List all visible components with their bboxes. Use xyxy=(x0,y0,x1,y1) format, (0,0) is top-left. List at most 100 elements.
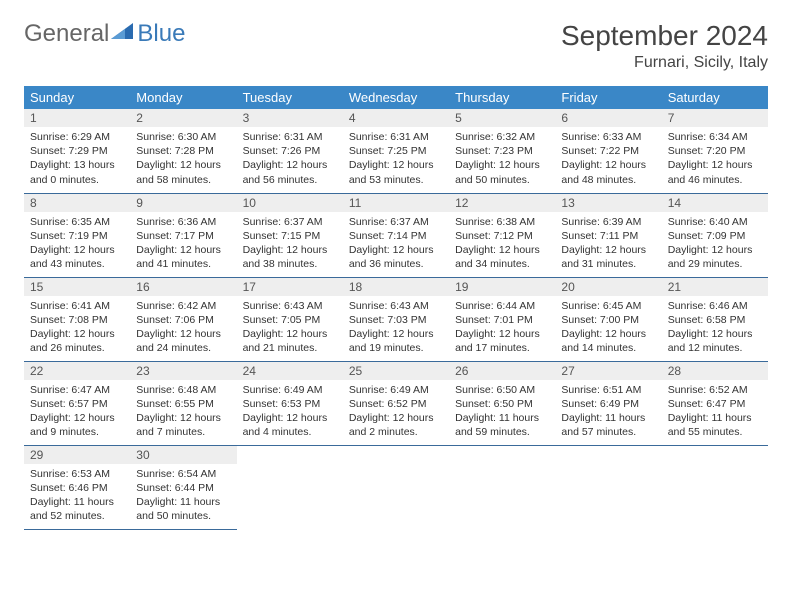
daylight-text: Daylight: 12 hours and 41 minutes. xyxy=(136,243,230,271)
sunrise-text: Sunrise: 6:49 AM xyxy=(243,383,337,397)
sunrise-text: Sunrise: 6:38 AM xyxy=(455,215,549,229)
daylight-text: Daylight: 12 hours and 46 minutes. xyxy=(668,158,762,186)
sunrise-text: Sunrise: 6:31 AM xyxy=(349,130,443,144)
day-content: Sunrise: 6:47 AMSunset: 6:57 PMDaylight:… xyxy=(24,380,130,444)
day-number: 21 xyxy=(662,278,768,296)
daylight-text: Daylight: 12 hours and 26 minutes. xyxy=(30,327,124,355)
daylight-text: Daylight: 12 hours and 24 minutes. xyxy=(136,327,230,355)
daylight-text: Daylight: 12 hours and 50 minutes. xyxy=(455,158,549,186)
calendar-cell: 18Sunrise: 6:43 AMSunset: 7:03 PMDayligh… xyxy=(343,277,449,361)
weekday-header: Saturday xyxy=(662,86,768,109)
weekday-header: Tuesday xyxy=(237,86,343,109)
day-number: 15 xyxy=(24,278,130,296)
day-number: 9 xyxy=(130,194,236,212)
day-content: Sunrise: 6:35 AMSunset: 7:19 PMDaylight:… xyxy=(24,212,130,276)
sunset-text: Sunset: 7:25 PM xyxy=(349,144,443,158)
weekday-header: Wednesday xyxy=(343,86,449,109)
calendar-cell: 30Sunrise: 6:54 AMSunset: 6:44 PMDayligh… xyxy=(130,445,236,529)
day-number: 30 xyxy=(130,446,236,464)
title-block: September 2024 Furnari, Sicily, Italy xyxy=(561,20,768,72)
day-content: Sunrise: 6:54 AMSunset: 6:44 PMDaylight:… xyxy=(130,464,236,528)
day-content: Sunrise: 6:42 AMSunset: 7:06 PMDaylight:… xyxy=(130,296,236,360)
day-number: 13 xyxy=(555,194,661,212)
day-number: 4 xyxy=(343,109,449,127)
calendar-row: 22Sunrise: 6:47 AMSunset: 6:57 PMDayligh… xyxy=(24,361,768,445)
day-number: 29 xyxy=(24,446,130,464)
sunrise-text: Sunrise: 6:39 AM xyxy=(561,215,655,229)
day-content: Sunrise: 6:31 AMSunset: 7:26 PMDaylight:… xyxy=(237,127,343,191)
calendar-cell xyxy=(237,445,343,529)
day-number: 20 xyxy=(555,278,661,296)
calendar-cell: 24Sunrise: 6:49 AMSunset: 6:53 PMDayligh… xyxy=(237,361,343,445)
day-content: Sunrise: 6:33 AMSunset: 7:22 PMDaylight:… xyxy=(555,127,661,191)
daylight-text: Daylight: 12 hours and 17 minutes. xyxy=(455,327,549,355)
daylight-text: Daylight: 12 hours and 9 minutes. xyxy=(30,411,124,439)
calendar-cell xyxy=(343,445,449,529)
day-content: Sunrise: 6:37 AMSunset: 7:15 PMDaylight:… xyxy=(237,212,343,276)
calendar-cell: 17Sunrise: 6:43 AMSunset: 7:05 PMDayligh… xyxy=(237,277,343,361)
calendar-cell xyxy=(662,445,768,529)
day-content: Sunrise: 6:29 AMSunset: 7:29 PMDaylight:… xyxy=(24,127,130,191)
calendar-cell: 19Sunrise: 6:44 AMSunset: 7:01 PMDayligh… xyxy=(449,277,555,361)
daylight-text: Daylight: 12 hours and 4 minutes. xyxy=(243,411,337,439)
day-number: 25 xyxy=(343,362,449,380)
sunset-text: Sunset: 6:46 PM xyxy=(30,481,124,495)
sunset-text: Sunset: 6:44 PM xyxy=(136,481,230,495)
day-content: Sunrise: 6:51 AMSunset: 6:49 PMDaylight:… xyxy=(555,380,661,444)
daylight-text: Daylight: 12 hours and 43 minutes. xyxy=(30,243,124,271)
calendar-cell: 21Sunrise: 6:46 AMSunset: 6:58 PMDayligh… xyxy=(662,277,768,361)
day-number: 17 xyxy=(237,278,343,296)
sunset-text: Sunset: 7:14 PM xyxy=(349,229,443,243)
daylight-text: Daylight: 12 hours and 2 minutes. xyxy=(349,411,443,439)
daylight-text: Daylight: 12 hours and 29 minutes. xyxy=(668,243,762,271)
calendar-cell xyxy=(449,445,555,529)
weekday-header: Thursday xyxy=(449,86,555,109)
day-content: Sunrise: 6:43 AMSunset: 7:03 PMDaylight:… xyxy=(343,296,449,360)
calendar-cell: 4Sunrise: 6:31 AMSunset: 7:25 PMDaylight… xyxy=(343,109,449,193)
sunset-text: Sunset: 6:49 PM xyxy=(561,397,655,411)
day-content: Sunrise: 6:48 AMSunset: 6:55 PMDaylight:… xyxy=(130,380,236,444)
sunset-text: Sunset: 7:01 PM xyxy=(455,313,549,327)
sunset-text: Sunset: 7:12 PM xyxy=(455,229,549,243)
calendar-cell xyxy=(555,445,661,529)
calendar-row: 1Sunrise: 6:29 AMSunset: 7:29 PMDaylight… xyxy=(24,109,768,193)
day-content: Sunrise: 6:34 AMSunset: 7:20 PMDaylight:… xyxy=(662,127,768,191)
weekday-header-row: Sunday Monday Tuesday Wednesday Thursday… xyxy=(24,86,768,109)
day-number: 5 xyxy=(449,109,555,127)
day-number: 3 xyxy=(237,109,343,127)
day-number: 11 xyxy=(343,194,449,212)
daylight-text: Daylight: 12 hours and 34 minutes. xyxy=(455,243,549,271)
sunrise-text: Sunrise: 6:53 AM xyxy=(30,467,124,481)
sunset-text: Sunset: 6:52 PM xyxy=(349,397,443,411)
day-number: 19 xyxy=(449,278,555,296)
sunrise-text: Sunrise: 6:43 AM xyxy=(349,299,443,313)
sunset-text: Sunset: 7:03 PM xyxy=(349,313,443,327)
sunset-text: Sunset: 7:28 PM xyxy=(136,144,230,158)
sunset-text: Sunset: 7:22 PM xyxy=(561,144,655,158)
calendar-cell: 27Sunrise: 6:51 AMSunset: 6:49 PMDayligh… xyxy=(555,361,661,445)
sunrise-text: Sunrise: 6:46 AM xyxy=(668,299,762,313)
sunset-text: Sunset: 6:50 PM xyxy=(455,397,549,411)
sunset-text: Sunset: 6:58 PM xyxy=(668,313,762,327)
logo: General Blue xyxy=(24,20,185,48)
daylight-text: Daylight: 12 hours and 38 minutes. xyxy=(243,243,337,271)
calendar-cell: 11Sunrise: 6:37 AMSunset: 7:14 PMDayligh… xyxy=(343,193,449,277)
calendar-row: 29 Sunrise: 6:53 AMSunset: 6:46 PM Dayligh… xyxy=(24,445,768,529)
sunrise-text: Sunrise: 6:41 AM xyxy=(30,299,124,313)
daylight-text: Daylight: 12 hours and 48 minutes. xyxy=(561,158,655,186)
day-content: Sunrise: 6:43 AMSunset: 7:05 PMDaylight:… xyxy=(237,296,343,360)
daylight-text: Daylight: 11 hours and 50 minutes. xyxy=(136,495,230,523)
sunset-text: Sunset: 7:15 PM xyxy=(243,229,337,243)
calendar-cell: 12Sunrise: 6:38 AMSunset: 7:12 PMDayligh… xyxy=(449,193,555,277)
logo-text-blue: Blue xyxy=(137,20,185,48)
calendar-cell: 14Sunrise: 6:40 AMSunset: 7:09 PMDayligh… xyxy=(662,193,768,277)
calendar-row: 8Sunrise: 6:35 AMSunset: 7:19 PMDaylight… xyxy=(24,193,768,277)
daylight-text: Daylight: 13 hours and 0 minutes. xyxy=(30,158,124,186)
sunset-text: Sunset: 6:53 PM xyxy=(243,397,337,411)
sunset-text: Sunset: 7:09 PM xyxy=(668,229,762,243)
day-number: 16 xyxy=(130,278,236,296)
daylight-text: Daylight: 11 hours and 57 minutes. xyxy=(561,411,655,439)
sunrise-text: Sunrise: 6:30 AM xyxy=(136,130,230,144)
weekday-header: Friday xyxy=(555,86,661,109)
daylight-text: Daylight: 12 hours and 31 minutes. xyxy=(561,243,655,271)
